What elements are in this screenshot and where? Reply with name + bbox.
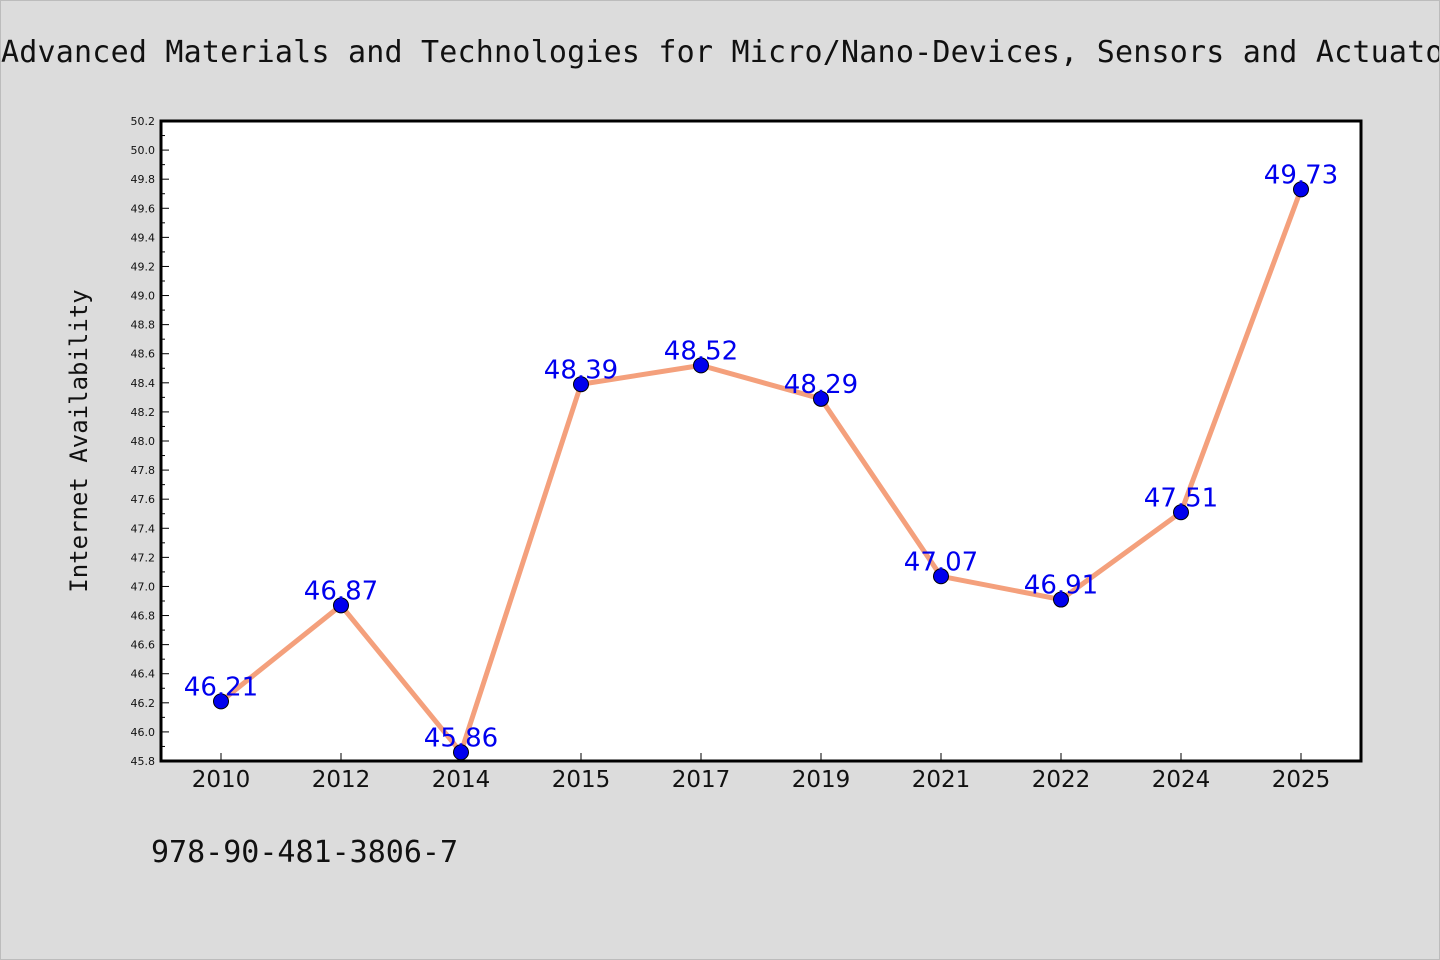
y-tick-label: 47.4 [131, 522, 156, 535]
x-tick-label: 2015 [552, 767, 611, 793]
data-label: 47.51 [1144, 483, 1218, 513]
data-label: 47.07 [904, 547, 978, 577]
data-label: 48.52 [664, 336, 738, 366]
y-tick-label: 48.4 [131, 377, 156, 390]
data-point [453, 744, 469, 761]
y-tick-label: 47.6 [131, 493, 156, 506]
y-tick-label: 50.2 [131, 115, 156, 128]
data-label: 49.73 [1264, 160, 1338, 190]
data-label: 46.21 [184, 672, 258, 702]
y-tick-label: 46.8 [131, 610, 156, 623]
data-point [213, 693, 229, 710]
y-tick-label: 50.0 [131, 144, 156, 157]
data-point [573, 376, 589, 393]
y-tick-label: 46.0 [131, 726, 156, 739]
data-label: 48.29 [784, 370, 858, 400]
x-tick-label: 2024 [1152, 767, 1211, 793]
x-tick-label: 2019 [792, 767, 851, 793]
x-tick-label: 2022 [1032, 767, 1091, 793]
series-line [219, 188, 1304, 755]
data-point [1293, 181, 1309, 198]
x-tick-label: 2017 [672, 767, 731, 793]
x-tick-label: 2021 [912, 767, 971, 793]
y-tick-label: 49.4 [131, 231, 156, 244]
data-point [813, 390, 829, 407]
x-tick-label: 2025 [1272, 767, 1331, 793]
x-tick-label: 2012 [312, 767, 371, 793]
x-tick-label: 2014 [432, 767, 491, 793]
x-tick-label: 2010 [192, 767, 251, 793]
y-tick-label: 45.8 [131, 755, 156, 768]
y-tick-label: 49.6 [131, 202, 156, 215]
data-label: 46.87 [304, 576, 378, 606]
y-tick-label: 49.0 [131, 290, 156, 303]
data-point [1053, 591, 1069, 608]
data-point [1173, 504, 1189, 521]
y-axis-label: Internet Availability [65, 289, 93, 592]
data-label: 45.86 [424, 723, 498, 753]
y-tick-label: 48.8 [131, 319, 156, 332]
y-tick-label: 49.8 [131, 173, 156, 186]
y-tick-label: 48.0 [131, 435, 156, 448]
y-tick-label: 48.6 [131, 348, 156, 361]
data-label: 46.91 [1024, 571, 1098, 601]
data-point [693, 357, 709, 374]
y-tick-label: 46.6 [131, 639, 156, 652]
chart-title: Advanced Materials and Technologies for … [1, 35, 1439, 70]
y-tick-label: 46.2 [131, 697, 156, 710]
data-point [333, 597, 349, 614]
y-tick-label: 47.0 [131, 580, 156, 593]
y-tick-label: 48.2 [131, 406, 156, 419]
y-tick-label: 46.4 [131, 668, 156, 681]
y-tick-label: 47.8 [131, 464, 156, 477]
data-label: 48.39 [544, 355, 618, 385]
y-tick-label: 47.2 [131, 551, 156, 564]
data-point [933, 568, 949, 585]
y-tick-label: 49.2 [131, 260, 156, 273]
isbn-label: 978-90-481-3806-7 [151, 835, 459, 870]
plot-area [159, 119, 1363, 763]
